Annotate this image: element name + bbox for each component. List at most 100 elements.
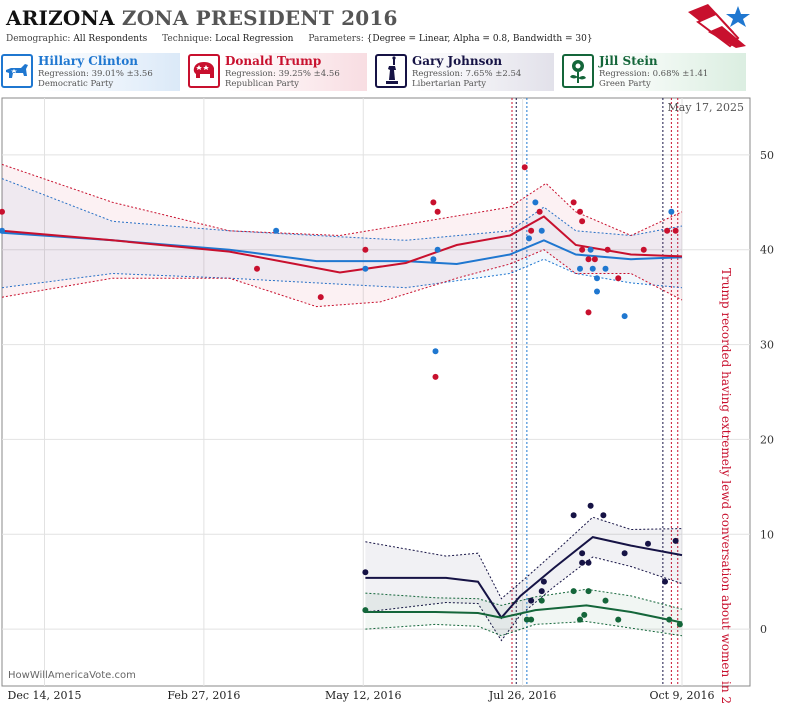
- site-logo-icon: [688, 4, 750, 48]
- candidate-regression: Regression: 0.68% ±1.41: [599, 69, 709, 79]
- poll-point: [581, 611, 588, 618]
- poll-point: [621, 313, 628, 320]
- demographic-value: All Respondents: [73, 34, 148, 44]
- legend-item-clinton[interactable]: Hillary Clinton Regression: 39.01% ±3.56…: [0, 53, 180, 91]
- confidence-lower-line: [1, 258, 683, 289]
- poll-point: [570, 588, 577, 595]
- technique-value: Local Regression: [215, 34, 294, 44]
- poll-point: [602, 597, 609, 604]
- legend-item-trump[interactable]: Donald Trump Regression: 39.25% ±4.56 Re…: [187, 53, 367, 91]
- poll-point: [0, 227, 5, 234]
- poll-point: [579, 246, 586, 253]
- poll-point: [672, 227, 679, 234]
- x-tick-label: Jul 26, 2016: [488, 689, 557, 702]
- poll-point: [621, 550, 628, 557]
- poll-point: [528, 227, 535, 234]
- poll-point: [538, 597, 545, 604]
- poll-point: [434, 246, 441, 253]
- poll-point: [579, 559, 586, 566]
- y-tick-label: 10: [760, 528, 774, 541]
- parameters-value: {Degree = Linear, Alpha = 0.8, Bandwidth…: [366, 34, 593, 44]
- candidate-regression: Regression: 39.25% ±4.56: [225, 69, 340, 79]
- poll-point: [538, 588, 545, 595]
- y-tick-label: 20: [760, 433, 774, 446]
- title-state: ARIZONA: [6, 6, 115, 30]
- poll-point: [362, 607, 369, 614]
- y-tick-label: 40: [760, 244, 774, 257]
- poll-point: [254, 265, 260, 272]
- regression-line: [365, 536, 683, 620]
- legend-item-stein[interactable]: Jill Stein Regression: 0.68% ±1.41 Green…: [561, 53, 746, 91]
- poll-point: [594, 288, 600, 295]
- poll-point: [585, 588, 592, 595]
- confidence-upper-line: [1, 163, 683, 237]
- y-tick-label: 30: [760, 339, 774, 352]
- poll-point: [536, 208, 543, 215]
- poll-point: [579, 218, 586, 225]
- poll-point: [594, 275, 600, 282]
- technique-label: Technique:: [162, 34, 213, 44]
- poll-point: [579, 550, 586, 557]
- poll-point: [587, 502, 594, 509]
- candidate-name: Hillary Clinton: [38, 54, 138, 68]
- confidence-lower-line: [365, 556, 683, 642]
- candidate-party: Green Party: [599, 79, 651, 89]
- donkey-icon: [1, 54, 33, 88]
- poll-point: [570, 199, 577, 206]
- poll-point: [585, 256, 592, 263]
- statue-of-liberty-icon: [375, 54, 407, 88]
- poll-point: [540, 578, 547, 585]
- page-title: ARIZONA ZONA PRESIDENT 2016: [6, 6, 398, 30]
- title-rest: ZONA PRESIDENT 2016: [121, 6, 398, 30]
- poll-point: [577, 265, 583, 272]
- confidence-band: [2, 178, 682, 288]
- poll-point: [600, 512, 607, 519]
- poll-point: [672, 537, 679, 544]
- candidate-name: Jill Stein: [599, 54, 658, 68]
- poll-point: [526, 235, 532, 242]
- poll-point: [602, 265, 609, 272]
- poll-point: [585, 559, 592, 566]
- poll-point: [676, 621, 683, 628]
- poll-point: [362, 569, 369, 576]
- confidence-upper-line: [365, 588, 683, 610]
- confidence-upper-line: [1, 178, 683, 241]
- candidate-regression: Regression: 7.65% ±2.54: [412, 69, 522, 79]
- poll-point: [615, 616, 622, 623]
- y-tick-label: 0: [760, 623, 767, 636]
- poll-point: [317, 294, 324, 301]
- candidate-name: Donald Trump: [225, 54, 322, 68]
- regression-line: [1, 215, 683, 274]
- poll-point: [521, 164, 528, 171]
- regression-line: [365, 604, 683, 624]
- candidate-party: Republican Party: [225, 79, 299, 89]
- legend-item-johnson[interactable]: Gary Johnson Regression: 7.65% ±2.54 Lib…: [374, 53, 554, 91]
- confidence-lower-line: [365, 620, 683, 637]
- date-label: May 17, 2025: [667, 101, 744, 114]
- poll-point: [662, 578, 668, 585]
- confidence-lower-line: [1, 249, 683, 308]
- poll-point: [362, 265, 369, 272]
- elephant-icon: [188, 54, 220, 88]
- poll-point: [528, 616, 535, 623]
- poll-point: [430, 256, 437, 263]
- candidate-party: Democratic Party: [38, 79, 114, 89]
- poll-point: [577, 208, 583, 215]
- rose-icon: [562, 54, 594, 88]
- poll-point: [528, 597, 535, 604]
- watermark: HowWillAmericaVote.com: [8, 670, 136, 681]
- poll-point: [591, 256, 598, 263]
- poll-point: [577, 616, 583, 623]
- poll-point: [362, 246, 369, 253]
- candidate-name: Gary Johnson: [412, 54, 503, 68]
- x-tick-label: May 12, 2016: [325, 689, 402, 702]
- event-annotation: Trump recorded having extremely lewd con…: [719, 268, 733, 704]
- parameters-line: Demographic: All Respondents Technique: …: [6, 34, 593, 44]
- poll-point: [523, 616, 530, 623]
- poll-point: [538, 227, 545, 234]
- poll-point: [532, 199, 539, 206]
- poll-point: [432, 348, 439, 355]
- candidate-regression: Regression: 39.01% ±3.56: [38, 69, 153, 79]
- poll-point: [0, 208, 5, 215]
- poll-point: [604, 246, 611, 253]
